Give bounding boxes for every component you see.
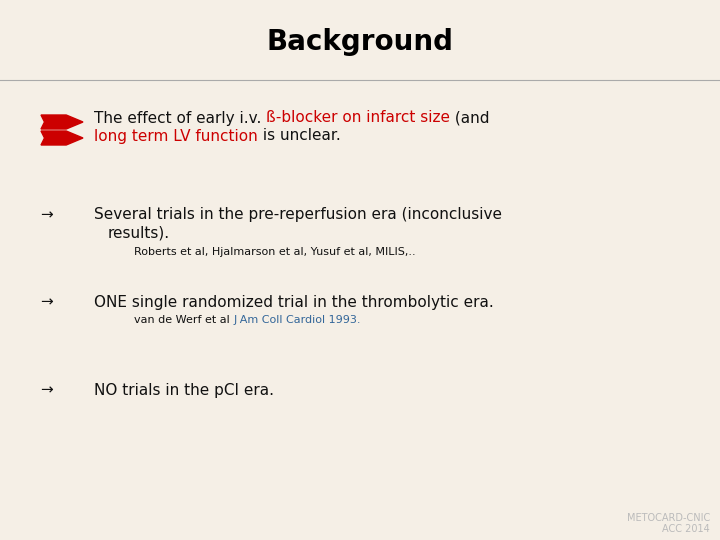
Text: Background: Background bbox=[266, 28, 454, 56]
Text: NO trials in the pCI era.: NO trials in the pCI era. bbox=[94, 382, 274, 397]
Text: The effect of early i.v.: The effect of early i.v. bbox=[94, 111, 266, 125]
Text: →: → bbox=[40, 207, 53, 222]
Text: is unclear.: is unclear. bbox=[258, 129, 341, 144]
Text: →: → bbox=[40, 294, 53, 309]
Text: Several trials in the pre-reperfusion era (inconclusive: Several trials in the pre-reperfusion er… bbox=[94, 207, 502, 222]
Text: ß-blocker on infarct size: ß-blocker on infarct size bbox=[266, 111, 450, 125]
Text: Roberts et al, Hjalmarson et al, Yusuf et al, MILIS,..: Roberts et al, Hjalmarson et al, Yusuf e… bbox=[134, 247, 415, 257]
Text: →: → bbox=[40, 382, 53, 397]
Polygon shape bbox=[41, 115, 83, 129]
Text: long term LV function: long term LV function bbox=[94, 129, 258, 144]
Text: results).: results). bbox=[108, 226, 170, 240]
Polygon shape bbox=[41, 131, 83, 145]
Text: J Am Coll Cardiol 1993.: J Am Coll Cardiol 1993. bbox=[233, 315, 361, 325]
Text: ACC 2014: ACC 2014 bbox=[662, 524, 710, 534]
Text: METOCARD-CNIC: METOCARD-CNIC bbox=[626, 513, 710, 523]
Text: (and: (and bbox=[450, 111, 490, 125]
Text: van de Werf et al: van de Werf et al bbox=[134, 315, 233, 325]
Text: ONE single randomized trial in the thrombolytic era.: ONE single randomized trial in the throm… bbox=[94, 294, 494, 309]
